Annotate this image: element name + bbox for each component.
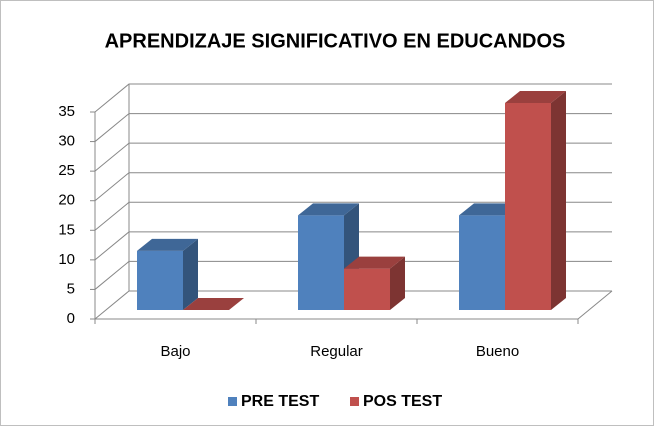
bar-face xyxy=(137,238,198,251)
bar xyxy=(344,256,405,310)
y-tick-label: 15 xyxy=(58,221,75,238)
y-tick-label: 30 xyxy=(58,133,75,150)
bar-face xyxy=(505,103,551,310)
x-tick-label: Bueno xyxy=(476,343,519,360)
bar-face xyxy=(137,250,183,310)
bar-face xyxy=(459,215,505,310)
bar-face xyxy=(459,203,520,216)
legend-label: POS TEST xyxy=(363,393,442,410)
bar-face xyxy=(344,268,390,310)
y-tick-label: 10 xyxy=(58,251,75,268)
grid-line xyxy=(94,260,612,290)
y-tick-label: 0 xyxy=(67,310,75,327)
y-tick-label: 5 xyxy=(67,280,75,297)
y-tick-label: 20 xyxy=(58,192,75,209)
grid-line xyxy=(94,231,612,261)
grid-line xyxy=(94,113,612,142)
bar-face xyxy=(505,91,566,103)
bar-face xyxy=(298,203,359,216)
bar-face xyxy=(390,256,405,310)
bar-face xyxy=(183,238,198,310)
grid-line xyxy=(94,142,612,172)
x-tick-label: Regular xyxy=(310,343,363,360)
legend-swatch xyxy=(228,397,237,406)
bar-face xyxy=(344,256,405,269)
bar xyxy=(137,238,198,310)
bar-face xyxy=(551,91,566,310)
x-tick-label: Bajo xyxy=(160,343,190,360)
bar-face xyxy=(298,215,344,310)
grid-line xyxy=(94,201,612,231)
floor-right xyxy=(577,290,613,320)
y-tick-label: 25 xyxy=(58,162,75,179)
bar-face xyxy=(183,298,244,310)
bar xyxy=(505,91,566,310)
grid-line xyxy=(94,172,612,202)
grid-line xyxy=(94,83,612,113)
legend-swatch xyxy=(350,397,359,406)
chart-title: APRENDIZAJE SIGNIFICATIVO EN EDUCANDOS xyxy=(105,30,566,52)
legend-label: PRE TEST xyxy=(241,393,319,410)
grid-line xyxy=(94,290,612,320)
y-tick-label: 35 xyxy=(58,103,75,120)
bar xyxy=(183,298,244,310)
